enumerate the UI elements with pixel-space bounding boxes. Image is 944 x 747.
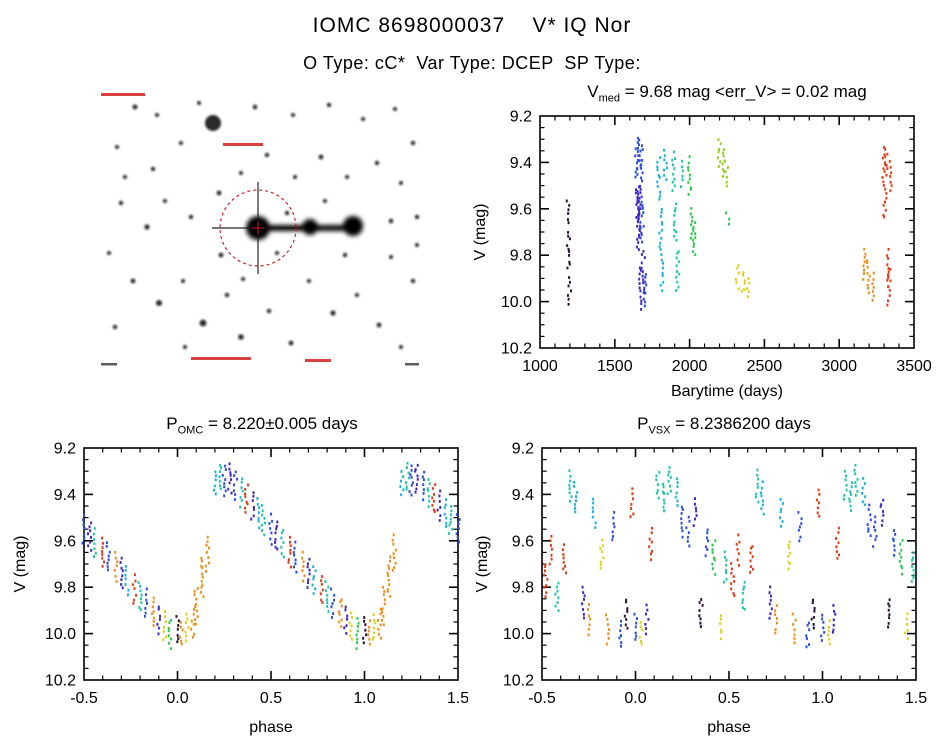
page-title: IOMC 8698000037 V* IQ Nor [312,14,632,37]
svg-text:V (mag): V (mag) [472,204,489,261]
svg-text:1000: 1000 [522,358,558,375]
svg-text:9.6: 9.6 [512,533,534,550]
svg-text:0.0: 0.0 [166,690,188,707]
svg-text:1.0: 1.0 [353,690,375,707]
page-subtitle: O Type: cC* Var Type: DCEP SP Type: [303,53,641,73]
phase-vsx-title-post: = 8.2386200 days [670,414,811,433]
phase-vsx-plot: -0.5 0.0 0.5 1.0 1.5 9.2 9.4 9.6 9.8 10.0 10.2 phas… [474,441,927,737]
lightcurve-chart: Vmed = 9.68 mag <err_V> = 0.02 mag 1000 1… [468,82,938,404]
svg-text:0.5: 0.5 [260,690,282,707]
phase-omc-title-pre: P [166,414,178,433]
phase-vsx-title-sub: VSX [648,424,671,437]
phase-omc-plot: -0.5 0.0 0.5 1.0 1.5 9.2 9.4 9.6 9.8 10.0 10.2 phas… [12,441,468,737]
svg-text:0.5: 0.5 [718,690,740,707]
svg-text:phase: phase [707,719,751,736]
svg-text:2500: 2500 [747,358,783,375]
svg-text:9.2: 9.2 [512,441,534,458]
svg-text:9.4: 9.4 [54,487,76,504]
phase-vsx-chart: PVSX = 8.2386200 days -0.5 0.0 0.5 1.0 1.5 9.… [470,414,930,740]
finding-chart-image [95,85,425,372]
svg-text:10.2: 10.2 [503,673,534,690]
svg-text:9.8: 9.8 [54,580,76,597]
svg-text:1.5: 1.5 [905,690,927,707]
lightcurve-title: Vmed = 9.68 mag <err_V> = 0.02 mag [468,82,938,108]
svg-text:1.0: 1.0 [811,690,833,707]
svg-text:1500: 1500 [597,358,633,375]
svg-text:-0.5: -0.5 [528,690,556,707]
svg-text:0.0: 0.0 [624,690,646,707]
svg-text:10.0: 10.0 [501,294,532,311]
lightcurve-title-pre: V [587,82,599,101]
phase-omc-title: POMC = 8.220±0.005 days [8,414,468,440]
svg-text:phase: phase [249,719,293,736]
svg-text:10.2: 10.2 [45,673,76,690]
svg-text:1.5: 1.5 [447,690,468,707]
svg-text:2000: 2000 [672,358,708,375]
phase-omc-chart: POMC = 8.220±0.005 days -0.5 0.0 0.5 1.0 1.5… [8,414,468,740]
svg-text:10.0: 10.0 [45,626,76,643]
svg-text:-0.5: -0.5 [70,690,98,707]
svg-text:9.6: 9.6 [510,201,532,218]
svg-text:9.4: 9.4 [510,155,532,172]
lightcurve-plot: 1000 1500 2000 2500 3000 3500 9.2 9.4 9.6 9.8 10.0… [472,109,932,401]
svg-text:9.2: 9.2 [510,109,532,126]
svg-text:3500: 3500 [896,358,932,375]
svg-text:9.8: 9.8 [512,580,534,597]
svg-text:V (mag): V (mag) [474,536,491,593]
svg-text:10.0: 10.0 [503,626,534,643]
starfield-svg [95,85,425,372]
svg-text:9.6: 9.6 [54,533,76,550]
svg-text:9.2: 9.2 [54,441,76,458]
lightcurve-title-sub: med [598,92,621,105]
lightcurve-title-post: = 9.68 mag <err_V> = 0.02 mag [620,82,867,101]
svg-text:3000: 3000 [821,358,857,375]
phase-omc-title-post: = 8.220±0.005 days [203,414,358,433]
svg-text:9.8: 9.8 [510,248,532,265]
phase-omc-title-sub: OMC [177,424,204,437]
svg-text:Barytime (days): Barytime (days) [671,383,783,400]
svg-text:10.2: 10.2 [501,341,532,358]
svg-text:9.4: 9.4 [512,487,534,504]
phase-vsx-title-pre: P [637,414,649,433]
phase-vsx-title: PVSX = 8.2386200 days [470,414,930,440]
svg-text:V (mag): V (mag) [12,536,29,593]
